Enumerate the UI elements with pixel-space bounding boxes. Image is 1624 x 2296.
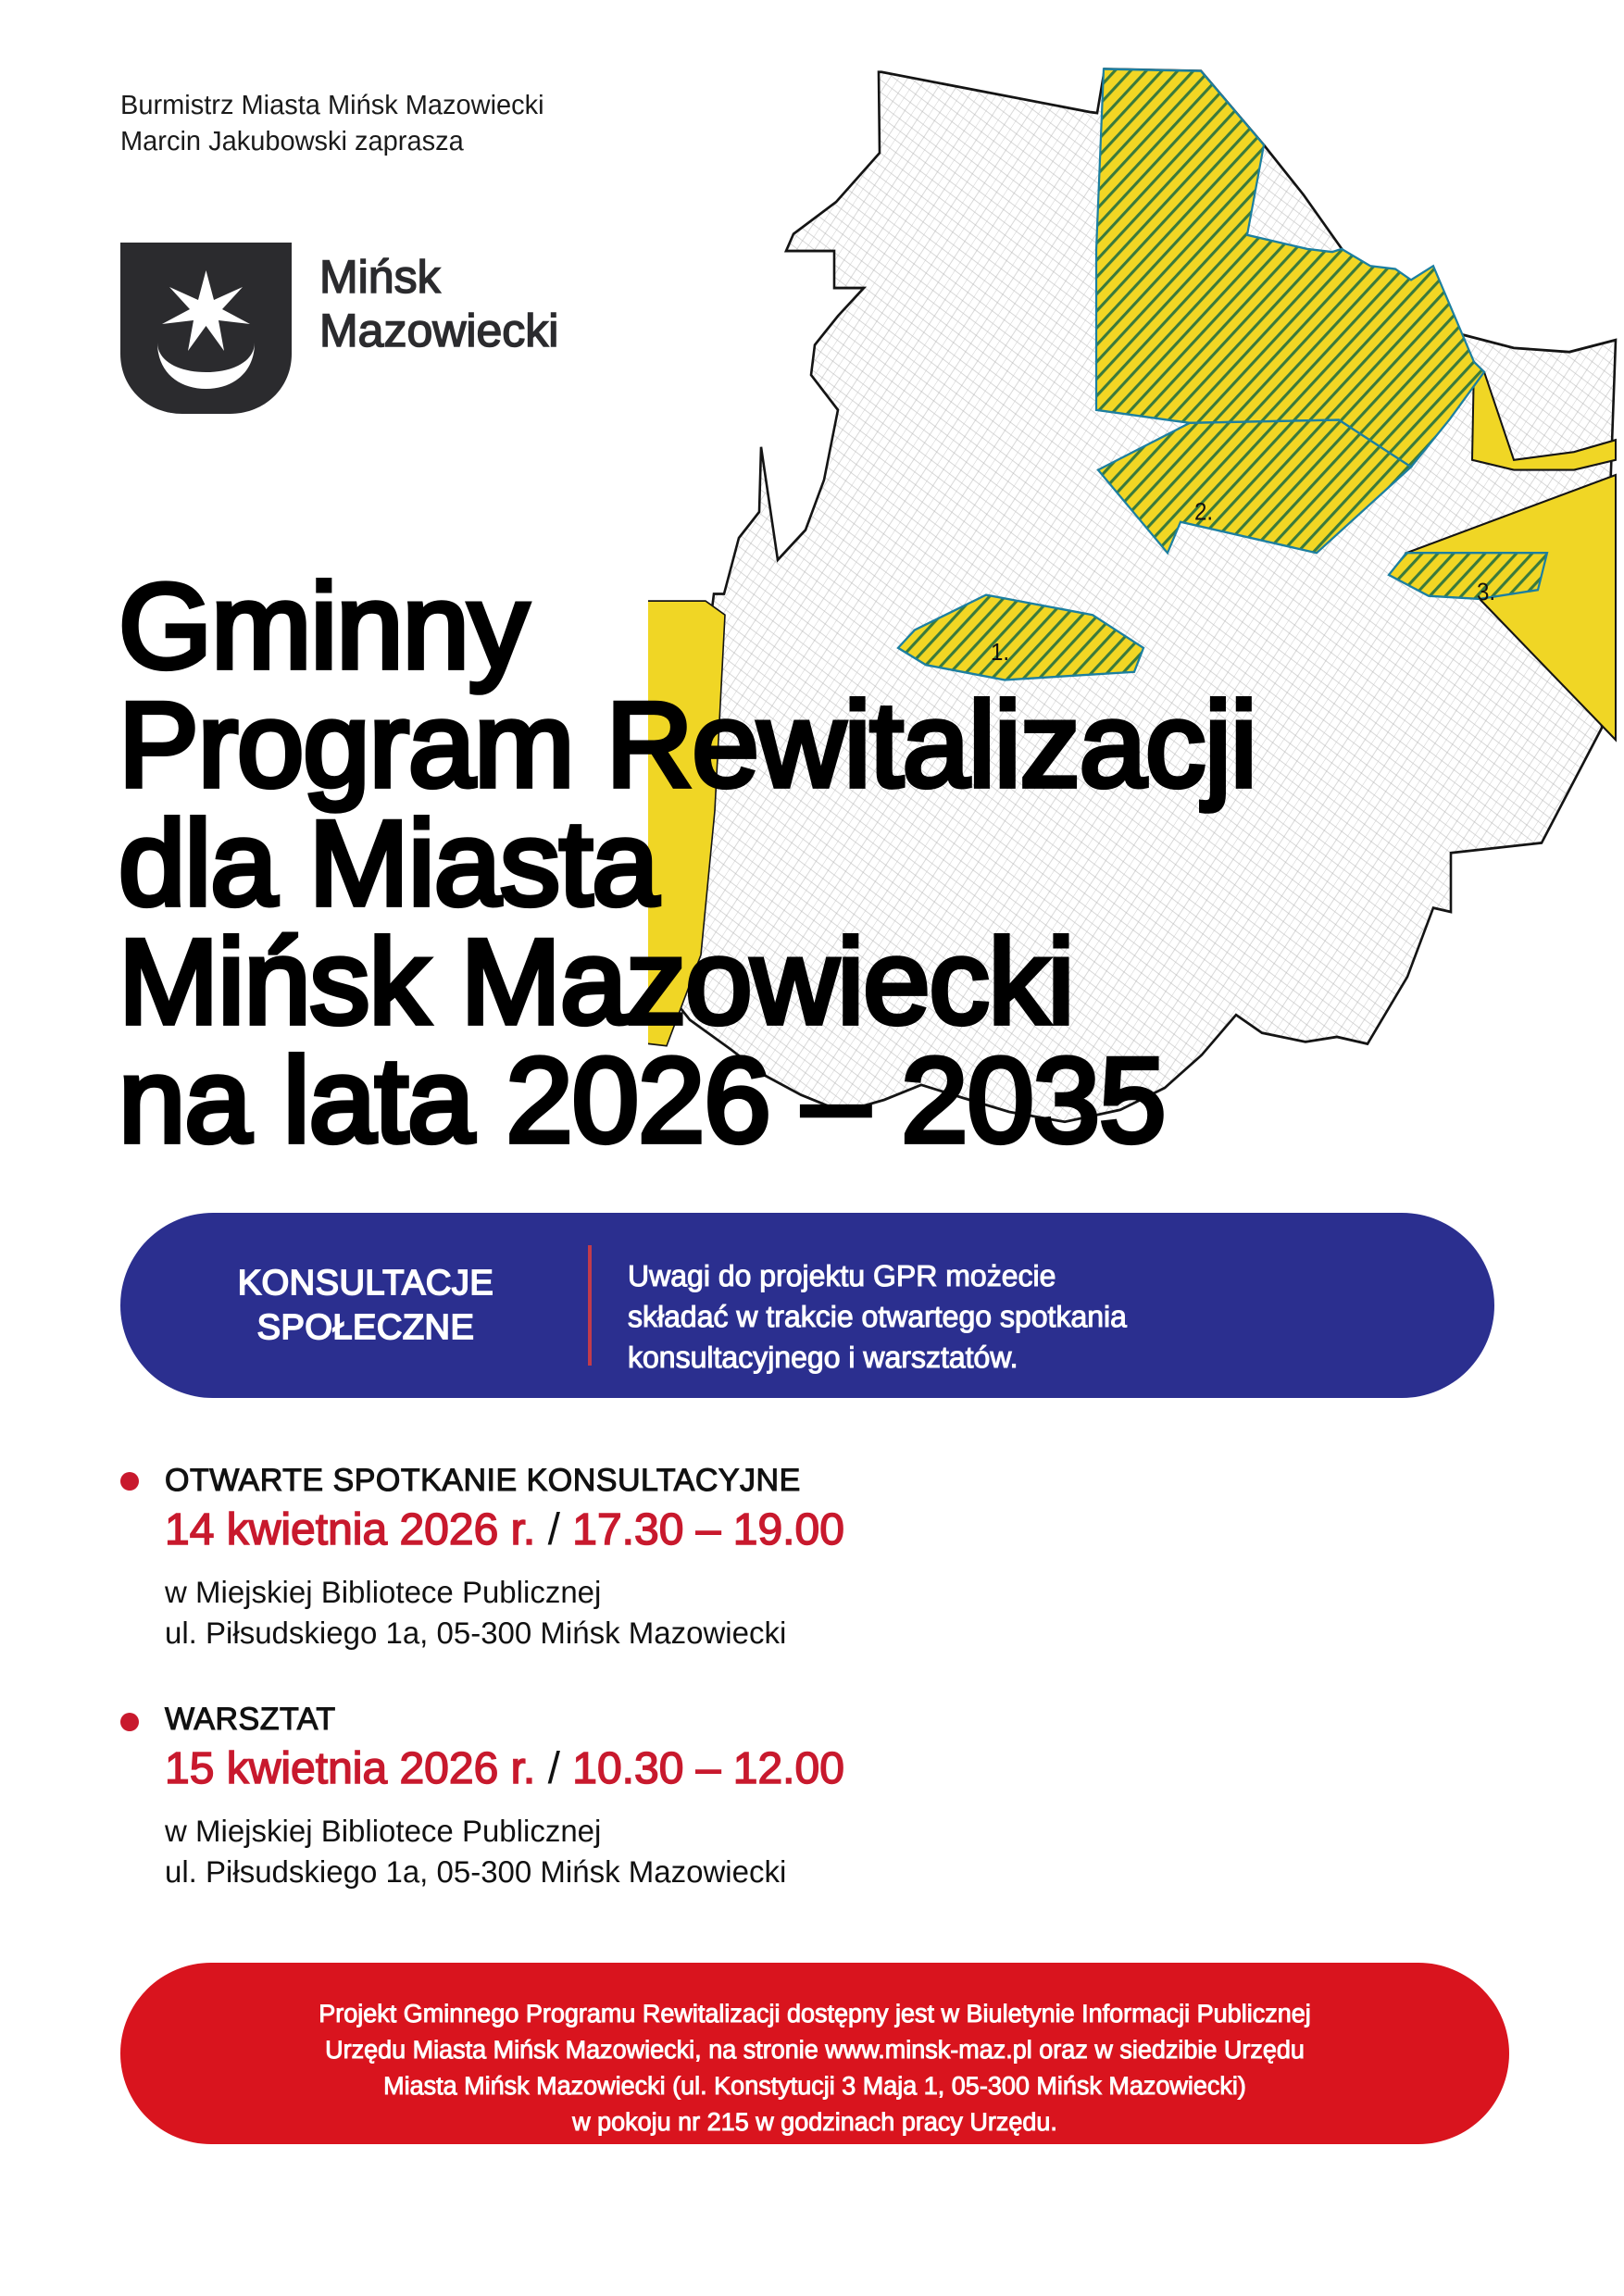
svg-text:2.: 2. (1194, 499, 1213, 526)
